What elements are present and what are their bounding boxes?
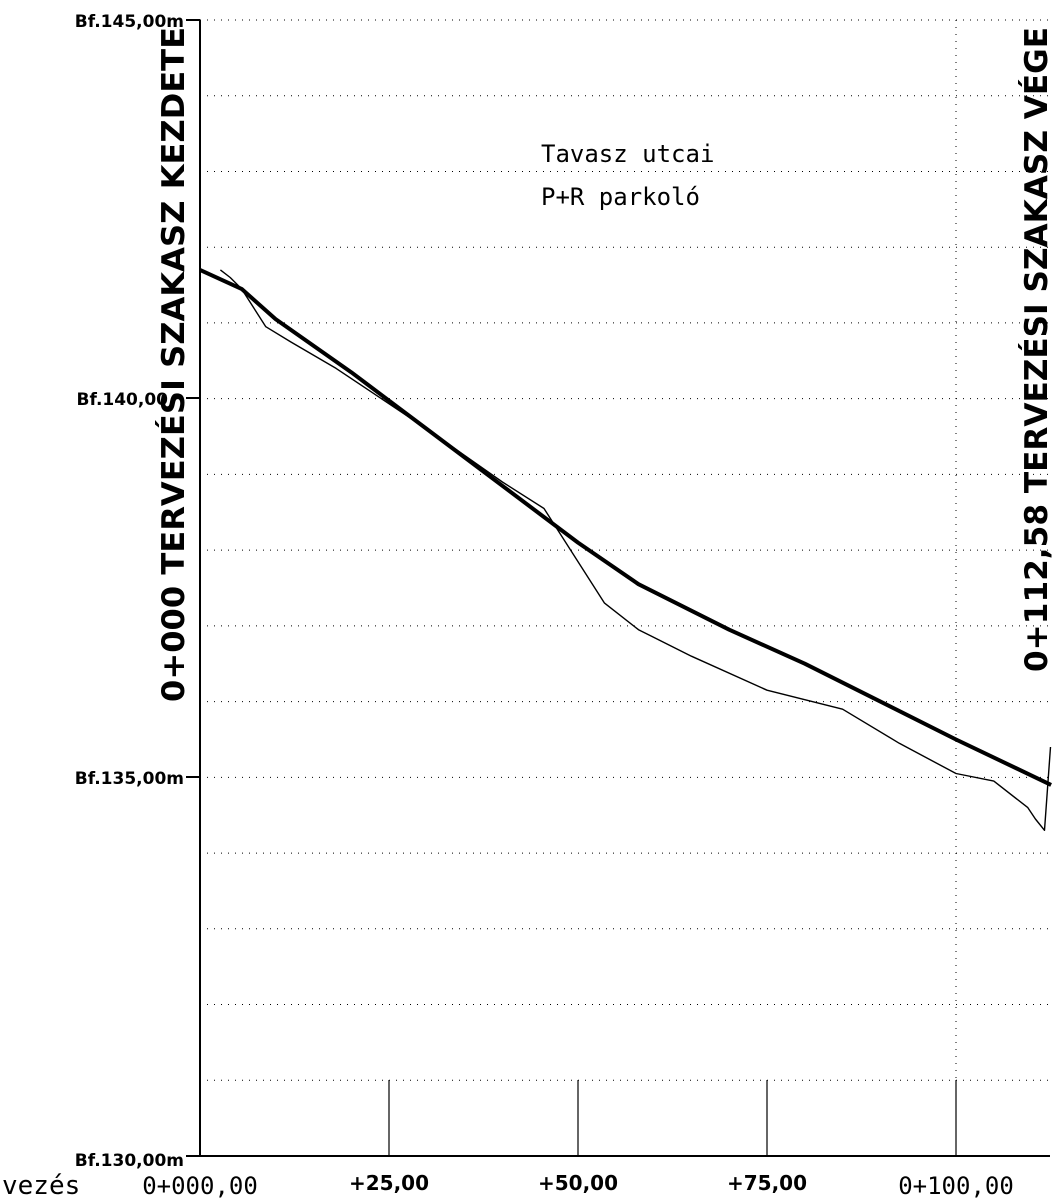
grid-lines	[200, 19, 1050, 1156]
axes	[186, 19, 1050, 1157]
station-label-25: +25,00	[349, 1171, 429, 1195]
station-label-100: 0+100,00	[898, 1172, 1014, 1200]
existing-ground-line	[219, 269, 1052, 831]
section-start-title: 0+000 TERVEZÉSI SZAKASZ KEZDETE	[156, 27, 192, 702]
elevation-label-135: Bf.135,00m	[75, 769, 184, 789]
note-line-1: Tavasz utcai	[541, 140, 714, 168]
station-label-50: +50,00	[538, 1171, 618, 1195]
elevation-label-145: Bf.145,00m	[75, 12, 184, 32]
design-grade-line	[199, 268, 1052, 787]
station-label-75: +75,00	[727, 1171, 807, 1195]
section-end-title: 0+112,58 TERVEZÉSI SZAKASZ VÉGE	[1019, 27, 1054, 672]
station-label-0: 0+000,00	[142, 1172, 258, 1200]
note-line-2: P+R parkoló	[541, 183, 700, 211]
elevation-label-140: Bf.140,00	[77, 390, 169, 410]
partial-bottom-label: vezés	[2, 1171, 80, 1201]
station-tick-marks	[388, 1080, 957, 1156]
elevation-label-130: Bf.130,00m	[75, 1151, 184, 1171]
profile-lines	[199, 268, 1052, 831]
